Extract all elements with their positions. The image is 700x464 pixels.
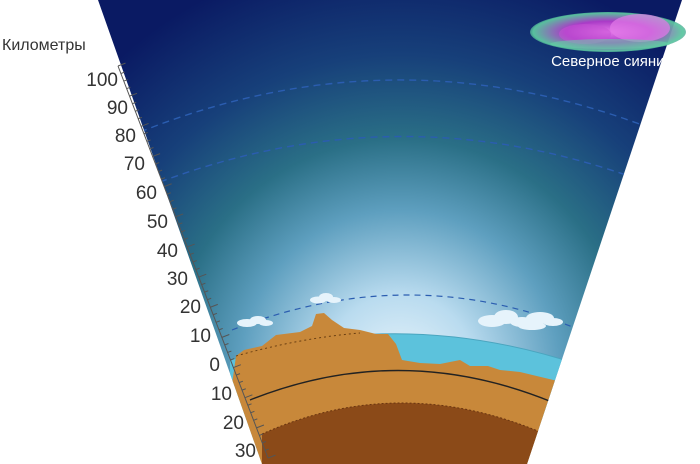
axis-minor-tick: [135, 109, 140, 112]
axis-minor-tick: [250, 410, 255, 414]
axis-major-tick: [129, 92, 138, 97]
tick-label-100: 100: [86, 70, 118, 91]
aurora-icon: [530, 12, 686, 52]
axis-major-tick: [198, 273, 207, 278]
axis-major-tick: [140, 122, 149, 127]
cloud-left: [237, 316, 273, 327]
axis-minor-tick: [213, 312, 218, 316]
axis-minor-tick: [227, 350, 232, 353]
axis-minor-tick: [120, 71, 125, 75]
axis-minor-tick: [264, 448, 270, 451]
axis-title: Километры: [2, 37, 86, 54]
axis-minor-tick: [158, 169, 163, 173]
axis-major-tick: [256, 424, 265, 429]
axis-minor-tick: [138, 116, 143, 120]
axis-major-tick: [187, 243, 195, 248]
axis-major-tick: [267, 454, 276, 459]
axis-major-tick: [117, 62, 126, 67]
axis-major-tick: [175, 213, 184, 218]
tick-label-10: 10: [190, 326, 211, 347]
axis-major-tick: [233, 364, 242, 369]
axis-minor-tick: [201, 282, 206, 286]
axis-minor-tick: [132, 101, 137, 105]
axis-minor-tick: [155, 162, 160, 165]
axis-major-tick: [163, 183, 172, 188]
tick-label-60: 60: [136, 183, 157, 204]
axis-minor-tick: [236, 373, 241, 376]
tick-label-30: 30: [167, 269, 188, 290]
cloud-right: [478, 310, 563, 330]
axis-minor-tick: [189, 252, 195, 255]
axis-minor-tick: [172, 207, 177, 210]
axis-minor-tick: [166, 192, 171, 195]
axis-minor-tick: [230, 358, 235, 361]
cloud-center: [310, 293, 341, 304]
axis-major-tick: [152, 153, 161, 157]
axis-minor-tick: [238, 380, 244, 384]
atmosphere-boundary-middle: [159, 135, 641, 183]
tick-label-20: 20: [180, 297, 201, 318]
tick-label-40: 40: [157, 241, 178, 262]
atmosphere-boundary-upper: [139, 79, 651, 133]
axis-minor-tick: [224, 343, 229, 346]
tick-label-minus-10: 10: [211, 384, 232, 405]
axis-major-tick: [244, 394, 253, 399]
axis-minor-tick: [247, 403, 252, 406]
axis-minor-tick: [218, 327, 223, 331]
axis-minor-tick: [253, 418, 258, 421]
inner-mantle-boundary: [261, 402, 546, 435]
axis-minor-tick: [181, 229, 186, 233]
tick-labels: 100 90 80 70 60 50 40 30 20 10 0 10 20 3…: [86, 70, 256, 462]
axis-minor-tick: [207, 297, 212, 301]
axis-minor-tick: [215, 320, 220, 323]
moho-boundary-line: [249, 369, 553, 403]
tick-label-80: 80: [115, 126, 136, 147]
axis-minor-tick: [204, 290, 209, 293]
sky-region: [98, 0, 682, 464]
axis-minor-tick: [262, 441, 267, 444]
tick-label-minus-20: 20: [223, 413, 244, 434]
axis-minor-tick: [178, 222, 183, 225]
axis-minor-tick: [169, 199, 174, 203]
aurora-label: Северное сияние: [551, 53, 673, 70]
inner-mantle: [262, 403, 545, 464]
tick-label-50: 50: [147, 212, 168, 233]
axis-minor-tick: [123, 79, 128, 82]
tick-label-0: 0: [209, 355, 220, 376]
axis-minor-tick: [126, 86, 131, 90]
axis-minor-tick: [195, 267, 200, 271]
axis-minor-tick: [161, 177, 166, 180]
tick-label-minus-30: 30: [235, 441, 256, 462]
axis-minor-tick: [149, 147, 154, 150]
axis-ticks: [117, 62, 276, 459]
tick-label-90: 90: [107, 98, 128, 119]
axis-minor-tick: [143, 131, 148, 135]
axis-major-tick: [210, 303, 218, 308]
axis-minor-tick: [241, 388, 246, 391]
axis-minor-tick: [146, 139, 151, 142]
axis-minor-tick: [192, 260, 197, 263]
axis-minor-tick: [259, 433, 264, 436]
tick-label-70: 70: [124, 154, 145, 175]
axis-minor-tick: [184, 237, 189, 240]
axis-major-tick: [221, 334, 230, 338]
